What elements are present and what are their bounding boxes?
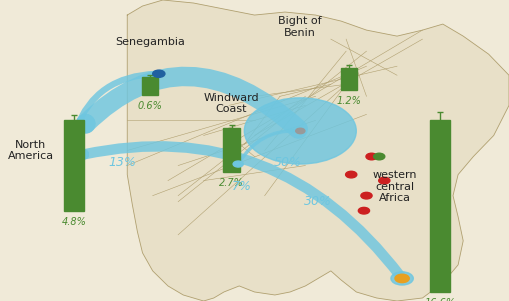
Circle shape (233, 161, 243, 167)
Text: 7%: 7% (232, 180, 252, 193)
Circle shape (391, 272, 413, 285)
Text: Bight of
Benin: Bight of Benin (278, 16, 322, 38)
Circle shape (374, 153, 385, 160)
Circle shape (296, 128, 305, 134)
Text: 4.8%: 4.8% (62, 217, 86, 227)
Circle shape (366, 153, 377, 160)
Bar (142, 77, 158, 95)
Circle shape (358, 207, 370, 214)
FancyArrowPatch shape (83, 146, 401, 276)
Text: 2.7%: 2.7% (219, 178, 244, 188)
Text: Senegambia: Senegambia (115, 37, 185, 47)
Text: 16.6%: 16.6% (425, 298, 456, 301)
Text: 13%: 13% (108, 156, 136, 169)
Circle shape (346, 171, 357, 178)
Bar (430, 120, 450, 292)
Bar (223, 128, 240, 172)
Circle shape (153, 70, 165, 77)
Text: 50%: 50% (274, 156, 301, 169)
Text: North
America: North America (8, 140, 53, 161)
Bar (341, 68, 357, 90)
FancyArrowPatch shape (240, 131, 295, 162)
FancyArrowPatch shape (76, 74, 156, 129)
Text: Windward
Coast: Windward Coast (204, 93, 260, 114)
Circle shape (395, 274, 409, 283)
Bar (64, 120, 84, 211)
Polygon shape (127, 0, 509, 301)
FancyArrowPatch shape (86, 76, 298, 129)
Text: 30%: 30% (304, 195, 332, 208)
Text: 0.6%: 0.6% (138, 101, 162, 111)
Text: western
central
Africa: western central Africa (372, 170, 417, 203)
Circle shape (244, 98, 356, 164)
Circle shape (361, 192, 372, 199)
Circle shape (379, 177, 390, 184)
Text: 1.2%: 1.2% (336, 96, 361, 106)
